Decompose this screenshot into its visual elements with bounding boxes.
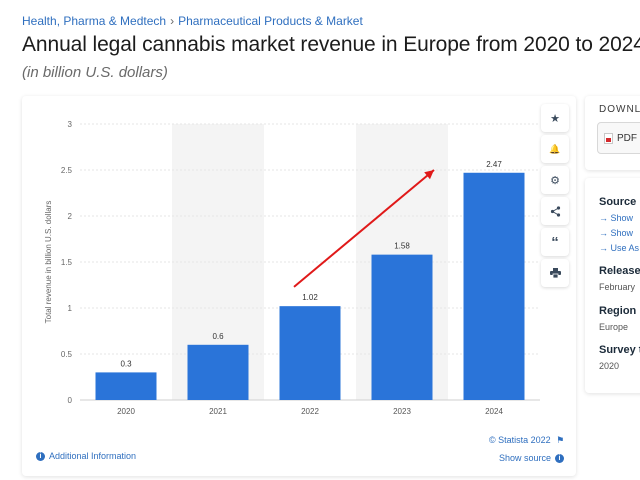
share-button[interactable] bbox=[541, 197, 569, 225]
data-label-2021: 0.6 bbox=[212, 332, 224, 341]
source-panel: Source → Show → Show → Use As Release Fe… bbox=[585, 178, 640, 393]
print-icon bbox=[549, 268, 561, 278]
source-link-2[interactable]: → Show bbox=[599, 228, 634, 238]
release-value: February bbox=[599, 282, 636, 292]
pdf-label: PDF bbox=[617, 132, 637, 144]
download-title: DOWNLO bbox=[599, 104, 640, 115]
star-icon: ★ bbox=[550, 112, 560, 125]
source-link-3[interactable]: → Use As bbox=[599, 243, 640, 253]
bar-2023 bbox=[371, 254, 433, 400]
breadcrumb-item-health[interactable]: Health, Pharma & Medtech bbox=[22, 14, 167, 28]
breadcrumb: Health, Pharma & Medtech › Pharmaceutical … bbox=[22, 14, 363, 28]
chart-toolbar: ★ 🔔 ⚙ “ bbox=[541, 104, 569, 290]
region-value: Europe bbox=[599, 322, 629, 332]
page-title: Annual legal cannabis market revenue in … bbox=[22, 33, 640, 56]
y-tick-label: 2.5 bbox=[61, 166, 73, 175]
y-tick-label: 3 bbox=[68, 120, 73, 129]
source-link-1[interactable]: → Show bbox=[599, 213, 634, 223]
x-tick-label: 2021 bbox=[209, 407, 227, 416]
bar-2024 bbox=[463, 172, 525, 400]
breadcrumb-item-pharma[interactable]: Pharmaceutical Products & Market bbox=[178, 14, 363, 28]
additional-information-link[interactable]: i Additional Information bbox=[36, 451, 136, 461]
cite-button[interactable]: “ bbox=[541, 228, 569, 256]
page-subtitle: (in billion U.S. dollars) bbox=[22, 64, 168, 81]
print-button[interactable] bbox=[541, 259, 569, 287]
notification-button[interactable]: 🔔 bbox=[541, 135, 569, 163]
flag-icon: ⚑ bbox=[556, 435, 565, 445]
pdf-icon bbox=[604, 132, 613, 144]
show-source-label: Show source bbox=[499, 453, 552, 463]
survey-value: 2020 bbox=[599, 361, 620, 371]
info-icon: i bbox=[555, 453, 565, 463]
bar-2021 bbox=[187, 344, 249, 400]
breadcrumb-separator: › bbox=[170, 14, 175, 28]
data-label-2024: 2.47 bbox=[486, 160, 502, 169]
gear-icon: ⚙ bbox=[550, 174, 560, 187]
copyright-notice: © Statista 2022 ⚑ bbox=[489, 435, 564, 446]
data-label-2023: 1.58 bbox=[394, 242, 410, 251]
y-tick-label: 2 bbox=[68, 212, 73, 221]
download-pdf-button[interactable]: PDF bbox=[597, 122, 640, 154]
bar-chart: 0 0.5 1 1.5 2 2.5 3 Total revenue in billion U.… bbox=[44, 120, 540, 416]
y-tick-label: 1 bbox=[68, 304, 73, 313]
share-icon bbox=[550, 205, 560, 217]
region-title: Region bbox=[599, 305, 637, 317]
chart-card: 0 0.5 1 1.5 2 2.5 3 Total revenue in billion U.… bbox=[22, 96, 576, 476]
x-tick-label: 2022 bbox=[301, 407, 319, 416]
release-title: Release bbox=[599, 265, 640, 277]
show-source-link[interactable]: Show source i bbox=[499, 453, 565, 463]
quote-icon: “ bbox=[551, 233, 559, 251]
settings-button[interactable]: ⚙ bbox=[541, 166, 569, 194]
x-tick-label: 2024 bbox=[485, 407, 503, 416]
additional-information-label: Additional Information bbox=[49, 451, 137, 461]
copyright-text: © Statista 2022 bbox=[489, 435, 551, 445]
download-panel: DOWNLO PDF bbox=[585, 96, 640, 170]
data-label-2020: 0.3 bbox=[120, 359, 132, 368]
source-title: Source bbox=[599, 196, 637, 208]
survey-title: Survey t bbox=[599, 344, 640, 356]
x-tick-label: 2020 bbox=[117, 407, 135, 416]
y-tick-label: 0 bbox=[68, 396, 73, 405]
y-tick-label: 1.5 bbox=[61, 258, 73, 267]
y-axis-title: Total revenue in billion U.S. dollars bbox=[44, 201, 53, 324]
info-icon: i bbox=[36, 451, 45, 461]
annotation-arrow-line bbox=[293, 169, 435, 288]
y-tick-label: 0.5 bbox=[61, 350, 73, 359]
x-tick-label: 2023 bbox=[393, 407, 411, 416]
bar-2022 bbox=[279, 306, 341, 400]
annotation-arrow-head bbox=[424, 170, 434, 180]
bell-icon: 🔔 bbox=[549, 143, 561, 154]
bar-2020 bbox=[95, 372, 157, 400]
data-label-2022: 1.02 bbox=[302, 293, 318, 302]
favorite-button[interactable]: ★ bbox=[541, 104, 569, 132]
